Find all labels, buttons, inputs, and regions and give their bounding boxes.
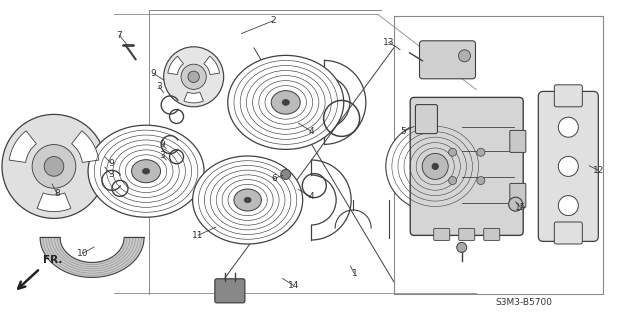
Text: 2: 2: [271, 16, 276, 25]
FancyBboxPatch shape: [458, 228, 475, 240]
Text: 5: 5: [400, 127, 406, 136]
Text: 6: 6: [271, 174, 277, 183]
FancyBboxPatch shape: [484, 228, 500, 240]
Circle shape: [558, 156, 578, 176]
FancyBboxPatch shape: [554, 85, 582, 107]
Ellipse shape: [228, 55, 344, 149]
Text: 13: 13: [383, 38, 394, 47]
Wedge shape: [72, 131, 99, 163]
Circle shape: [458, 50, 471, 62]
Wedge shape: [9, 131, 36, 163]
FancyBboxPatch shape: [415, 105, 438, 134]
Circle shape: [558, 117, 578, 137]
FancyBboxPatch shape: [410, 97, 523, 236]
Text: 3: 3: [159, 151, 165, 160]
Ellipse shape: [271, 91, 300, 114]
Ellipse shape: [432, 163, 439, 170]
Text: 9: 9: [150, 69, 157, 78]
Circle shape: [32, 145, 76, 188]
Text: 10: 10: [77, 249, 88, 258]
Circle shape: [477, 148, 485, 156]
FancyBboxPatch shape: [420, 41, 476, 79]
Circle shape: [2, 115, 106, 219]
Text: 7: 7: [116, 31, 123, 40]
Circle shape: [477, 177, 485, 185]
Wedge shape: [37, 193, 71, 212]
Ellipse shape: [386, 121, 485, 212]
Wedge shape: [168, 56, 184, 75]
Circle shape: [181, 64, 206, 89]
Circle shape: [457, 243, 467, 252]
Text: 3: 3: [108, 170, 114, 179]
Ellipse shape: [422, 153, 448, 180]
Circle shape: [188, 71, 199, 83]
Circle shape: [44, 156, 64, 176]
FancyBboxPatch shape: [215, 279, 245, 303]
FancyBboxPatch shape: [554, 222, 582, 244]
Circle shape: [509, 197, 523, 211]
FancyBboxPatch shape: [510, 183, 526, 207]
Wedge shape: [184, 92, 203, 103]
Ellipse shape: [244, 197, 251, 203]
Ellipse shape: [192, 156, 303, 244]
Polygon shape: [40, 237, 144, 277]
Ellipse shape: [142, 168, 150, 174]
Text: S3M3-B5700: S3M3-B5700: [495, 298, 552, 307]
Circle shape: [448, 148, 457, 156]
Ellipse shape: [131, 160, 161, 183]
Text: 11: 11: [192, 231, 204, 240]
Text: 12: 12: [592, 166, 604, 175]
Circle shape: [558, 196, 578, 216]
FancyBboxPatch shape: [538, 92, 598, 241]
Text: 3: 3: [156, 82, 162, 91]
Text: 14: 14: [288, 281, 299, 290]
Ellipse shape: [282, 100, 290, 105]
Wedge shape: [204, 56, 220, 75]
Text: 4: 4: [309, 127, 314, 136]
Ellipse shape: [234, 189, 262, 211]
FancyBboxPatch shape: [434, 228, 450, 240]
Text: 9: 9: [108, 159, 114, 168]
Text: 1: 1: [351, 269, 358, 278]
Circle shape: [164, 47, 224, 107]
Text: 8: 8: [54, 189, 60, 198]
Text: 4: 4: [309, 192, 314, 201]
Text: 15: 15: [515, 203, 526, 212]
FancyBboxPatch shape: [510, 131, 526, 152]
Text: FR.: FR.: [43, 255, 62, 265]
Circle shape: [281, 169, 291, 180]
Ellipse shape: [88, 125, 204, 217]
Text: 9: 9: [159, 140, 165, 148]
Circle shape: [448, 177, 457, 185]
